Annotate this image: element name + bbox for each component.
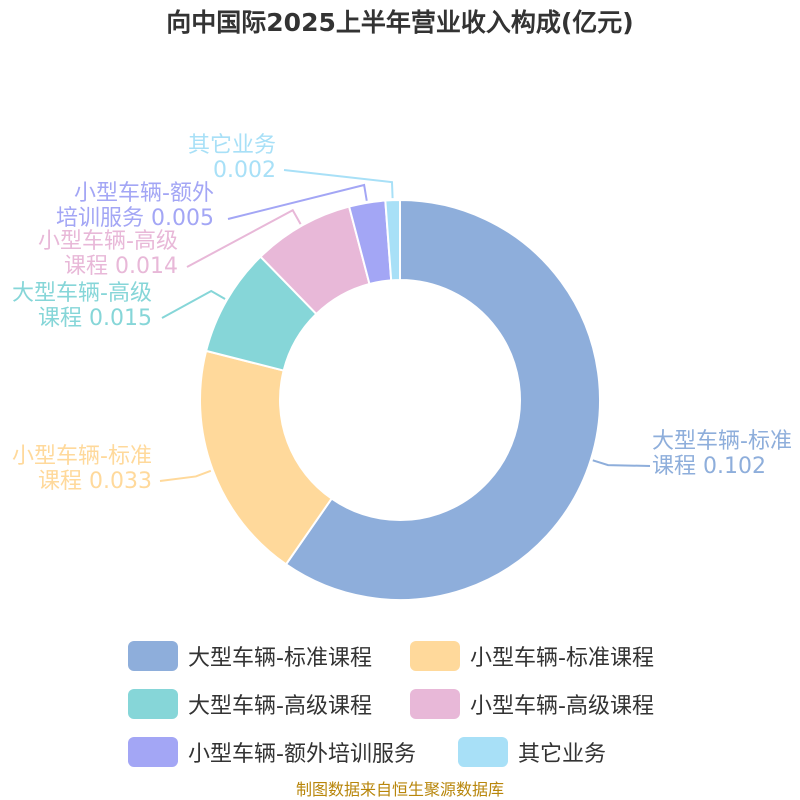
legend-label: 大型车辆-高级课程 bbox=[188, 694, 372, 719]
slice-label: 小型车辆-额外培训服务 0.005 bbox=[56, 181, 214, 231]
footer-source: 制图数据来自恒生聚源数据库 bbox=[295, 780, 504, 799]
leader-line bbox=[227, 183, 368, 220]
donut-slice[interactable] bbox=[284, 198, 601, 601]
donut-slice[interactable] bbox=[384, 198, 401, 282]
leader-line bbox=[592, 459, 651, 467]
slice-label: 大型车辆-标准课程 0.102 bbox=[652, 429, 792, 479]
legend-swatch bbox=[410, 641, 460, 671]
legend-item[interactable]: 小型车辆-额外培训服务 bbox=[128, 732, 416, 772]
legend-swatch bbox=[128, 641, 178, 671]
leader-line bbox=[161, 289, 226, 319]
slice-label: 其它业务 0.002 bbox=[188, 133, 276, 183]
slices-group bbox=[199, 198, 601, 601]
slice-label: 大型车辆-高级课程 0.015 bbox=[12, 281, 152, 331]
legend-item[interactable]: 小型车辆-高级课程 bbox=[410, 684, 654, 724]
leader-line bbox=[159, 469, 212, 482]
legend-label: 大型车辆-标准课程 bbox=[188, 646, 372, 671]
leader-line bbox=[186, 208, 302, 268]
slice-label: 小型车辆-高级课程 0.014 bbox=[38, 229, 178, 279]
legend-item[interactable]: 大型车辆-高级课程 bbox=[128, 684, 372, 724]
legend-label: 小型车辆-额外培训服务 bbox=[188, 742, 416, 767]
legend-item[interactable]: 大型车辆-标准课程 bbox=[128, 636, 372, 676]
chart-title: 向中国际2025上半年营业收入构成(亿元) bbox=[166, 8, 634, 37]
legend-label: 小型车辆-高级课程 bbox=[470, 694, 654, 719]
legend-label: 小型车辆-标准课程 bbox=[470, 646, 654, 671]
legend-swatch bbox=[410, 689, 460, 719]
legend-swatch bbox=[128, 737, 178, 767]
legend-label: 其它业务 bbox=[518, 742, 607, 767]
legend-swatch bbox=[458, 737, 508, 767]
legend-swatch bbox=[128, 689, 178, 719]
labels-group: 大型车辆-标准课程 0.102 小型车辆-标准课程 0.033 大型车辆-高级课程 … bbox=[12, 133, 792, 494]
leader-line bbox=[283, 169, 394, 199]
slice-label: 小型车辆-标准课程 0.033 bbox=[12, 444, 152, 494]
legend-item[interactable]: 其它业务 bbox=[458, 732, 606, 772]
legend-item[interactable]: 小型车辆-标准课程 bbox=[410, 636, 654, 676]
donut-slice[interactable] bbox=[199, 349, 334, 566]
donut-chart: 大型车辆-标准课程 0.102 小型车辆-标准课程 0.033 大型车辆-高级课程 … bbox=[12, 133, 792, 601]
